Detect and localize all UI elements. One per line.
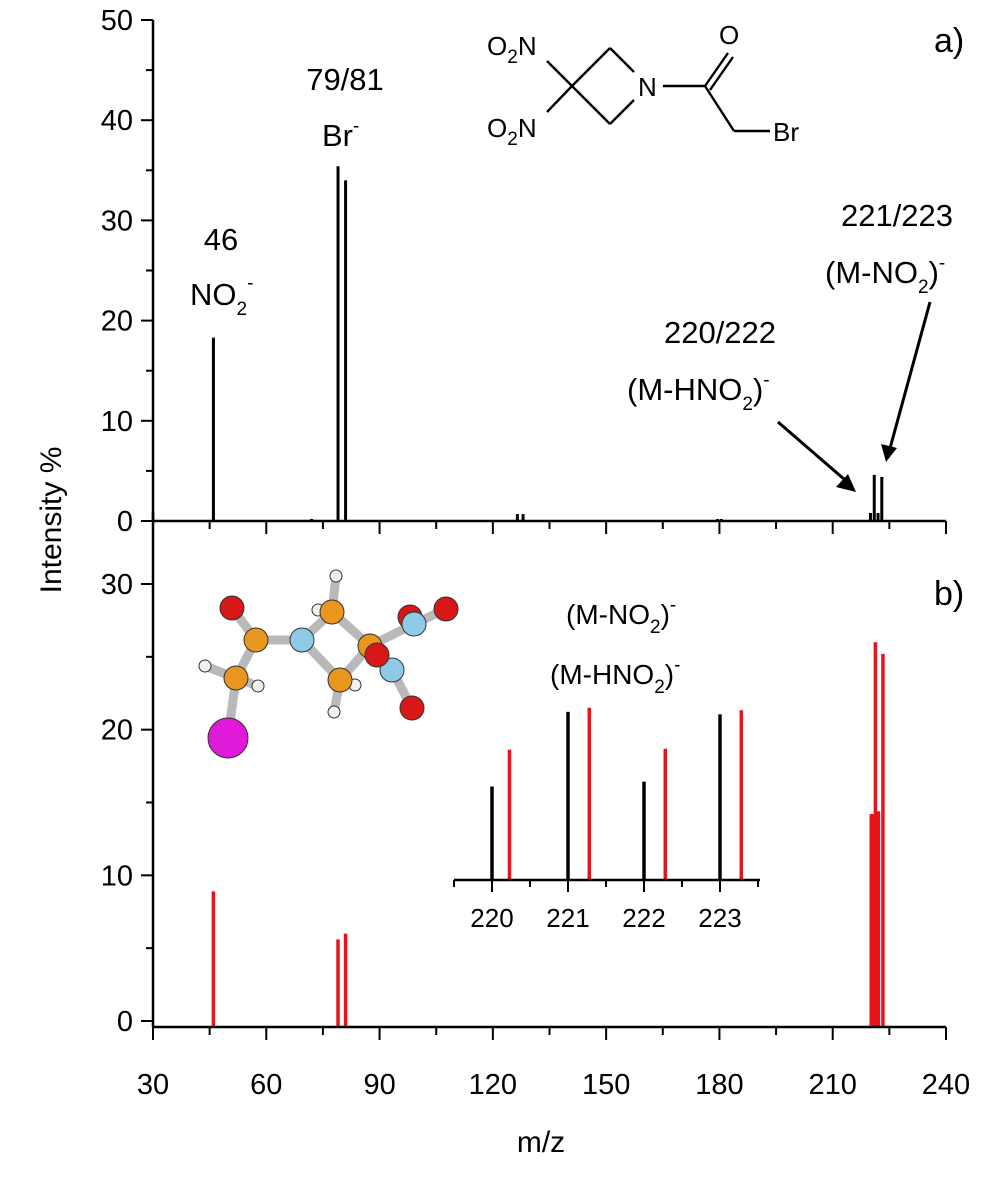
inset-x-tick-label: 220 xyxy=(470,903,513,933)
panel-a-y-tick-label: 10 xyxy=(101,406,133,438)
inset-x-tick-label: 221 xyxy=(546,903,589,933)
arrow-m-no2-head xyxy=(881,444,897,462)
annotation-no2-mass: 46 xyxy=(204,222,238,257)
chemical-structure xyxy=(546,47,770,133)
y-axis-title: Intensity % xyxy=(35,447,68,594)
panel-b-letter: b) xyxy=(934,575,964,613)
panel-b-x-tick-label: 240 xyxy=(922,1069,970,1101)
svg-text:Br: Br xyxy=(773,117,799,147)
annotation-br-ion: Br- xyxy=(322,116,359,153)
panel-a-y-tick-label: 20 xyxy=(101,306,133,338)
annotation-m-no2-ion: (M-NO2)- xyxy=(825,253,945,298)
svg-text:N: N xyxy=(638,72,657,102)
panel-b-axes xyxy=(151,512,946,1029)
panel-b-ticks: 0 10 20 30 30 60 90 120 150 180 210 240 xyxy=(101,569,970,1101)
annotation-m-hno2-ion: (M-HNO2)- xyxy=(627,370,770,415)
annotation-m-hno2: 220/222 (M-HNO2)- xyxy=(627,315,856,492)
panel-b-x-tick-label: 90 xyxy=(363,1069,395,1101)
panel-b-peaks xyxy=(211,642,885,1027)
inset-axis: 220 221 222 223 xyxy=(453,878,760,933)
arrow-m-hno2 xyxy=(777,420,853,488)
panel-b-y-tick-label: 0 xyxy=(117,1006,133,1038)
annotation-br-mass: 79/81 xyxy=(306,62,384,97)
inset-label-m-hno2: (M-HNO2)- xyxy=(550,655,680,698)
panel-b-y-tick-label: 30 xyxy=(101,569,133,601)
panel-a-y-tick-label: 50 xyxy=(101,5,133,37)
arrow-m-no2 xyxy=(887,301,932,453)
panel-a-y-tick-label: 30 xyxy=(101,205,133,237)
panel-b-y-tick-label: 10 xyxy=(101,860,133,892)
panel-b-x-tick-label: 30 xyxy=(137,1069,169,1101)
svg-text:O: O xyxy=(719,20,739,50)
panel-a-y-tick-label: 0 xyxy=(117,506,133,538)
annotation-m-no2-mass: 221/223 xyxy=(841,198,953,233)
inset-x-tick-label: 223 xyxy=(698,903,741,933)
panel-b-x-tick-label: 150 xyxy=(582,1069,630,1101)
inset-chart: 220 221 222 223 (M-NO2)- (M-HNO2)- xyxy=(453,595,760,933)
annotation-br: 79/81 Br- xyxy=(306,62,384,153)
panel-b-x-tick-label: 180 xyxy=(695,1069,743,1101)
svg-text:O2N: O2N xyxy=(487,113,537,150)
panel-b: 0 10 20 30 30 60 90 120 150 180 210 240 b) xyxy=(101,512,970,1101)
panel-a-ticks: 0 10 20 30 40 50 xyxy=(101,5,947,538)
panel-a: 0 10 20 30 40 50 a) 46 NO2- 79/81 Br- 220/222… xyxy=(101,5,965,538)
panel-a-letter: a) xyxy=(934,22,964,60)
svg-text:O2N: O2N xyxy=(487,31,537,68)
structure-labels: O2N O2N N O Br xyxy=(487,20,799,150)
annotation-no2: 46 NO2- xyxy=(190,222,253,320)
panel-b-y-tick-label: 20 xyxy=(101,715,133,747)
arrow-m-hno2-head xyxy=(836,474,856,492)
panel-b-x-tick-label: 60 xyxy=(250,1069,282,1101)
panel-a-peaks xyxy=(211,166,884,521)
molecule-3d-model xyxy=(198,569,459,759)
panel-a-y-tick-label: 40 xyxy=(101,105,133,137)
panel-b-x-tick-label: 210 xyxy=(809,1069,857,1101)
inset-peaks xyxy=(490,707,744,880)
x-axis-title: m/z xyxy=(517,1126,565,1159)
annotation-m-hno2-mass: 220/222 xyxy=(664,315,776,350)
inset-label-m-no2: (M-NO2)- xyxy=(566,595,676,638)
panel-b-x-tick-label: 120 xyxy=(469,1069,517,1101)
inset-x-tick-label: 222 xyxy=(622,903,665,933)
annotation-no2-ion: NO2- xyxy=(190,273,253,320)
annotation-m-no2: 221/223 (M-NO2)- xyxy=(825,198,953,462)
